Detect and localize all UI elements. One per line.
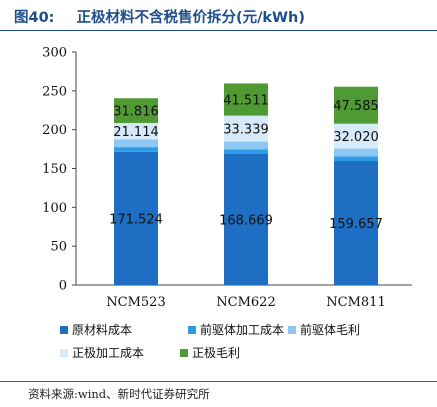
data-label: 21.114 — [113, 125, 159, 140]
bar-segment — [334, 156, 378, 161]
bar-segment — [334, 86, 378, 124]
legend-swatch — [180, 348, 188, 357]
bar-segment — [224, 83, 268, 116]
bar-segment — [224, 141, 268, 150]
chart-legend: 原材料成本 前驱体加工成本 前驱体毛利正极加工成本 正极毛利 — [0, 321, 437, 367]
y-tick-label: 50 — [50, 240, 67, 255]
figure-number: 图40: — [14, 10, 55, 26]
data-label: 31.816 — [113, 105, 159, 120]
stacked-bar-chart: 0 50 100 150 200 250 300 171.524 21.114 31.816 NCM… — [42, 46, 412, 310]
legend-item: 正极加工成本 — [60, 344, 144, 361]
figure-title: 图40: 正极材料不含税售价拆分(元/kWh) — [14, 6, 305, 27]
y-tick-label: 0 — [59, 279, 67, 294]
y-tick-label: 150 — [42, 162, 67, 177]
legend-item: 前驱体加工成本 — [188, 321, 284, 338]
legend-label: 前驱体毛利 — [300, 323, 361, 337]
data-label: 168.669 — [219, 214, 273, 229]
x-tick-label: NCM811 — [326, 295, 385, 310]
x-tick-label: NCM622 — [216, 295, 275, 310]
legend-item: 原材料成本 — [60, 321, 132, 338]
y-tick-label: 100 — [42, 201, 67, 216]
data-label: 32.020 — [333, 130, 379, 145]
legend-swatch — [60, 325, 68, 334]
legend-swatch — [288, 325, 296, 334]
y-tick-label: 300 — [42, 46, 67, 61]
legend-item: 前驱体毛利 — [288, 321, 360, 338]
bar-segment — [114, 151, 158, 285]
legend-label: 原材料成本 — [72, 323, 133, 337]
bar-segment — [224, 115, 268, 142]
y-tick-label: 200 — [42, 123, 67, 138]
x-tick-label: NCM523 — [106, 295, 165, 310]
data-label: 47.585 — [333, 99, 379, 114]
legend-label: 前驱体加工成本 — [200, 323, 285, 337]
figure-title-text: 正极材料不含税售价拆分(元/kWh) — [76, 10, 305, 26]
y-tick-label: 250 — [42, 84, 67, 99]
source-note: 资料来源:wind、新时代证券研究所 — [28, 387, 210, 401]
bar-segment — [114, 122, 158, 140]
data-label: 159.657 — [329, 217, 383, 232]
bar-segment — [224, 154, 268, 285]
bar-segment — [114, 147, 158, 152]
legend-item: 正极毛利 — [180, 344, 240, 361]
legend-label: 正极加工成本 — [72, 346, 145, 360]
bar-segment — [114, 98, 158, 123]
source-divider — [0, 381, 437, 382]
legend-swatch — [188, 325, 196, 334]
bar-segment — [334, 148, 378, 157]
bar-segment — [334, 123, 378, 149]
legend-label: 正极毛利 — [192, 346, 241, 360]
data-label: 41.511 — [223, 94, 269, 109]
bar-segment — [224, 149, 268, 155]
title-divider — [0, 30, 437, 31]
bar-segment — [114, 139, 158, 148]
bar-segment — [334, 160, 378, 285]
legend-swatch — [60, 348, 68, 357]
data-label: 33.339 — [223, 123, 269, 138]
data-label: 171.524 — [109, 212, 163, 227]
